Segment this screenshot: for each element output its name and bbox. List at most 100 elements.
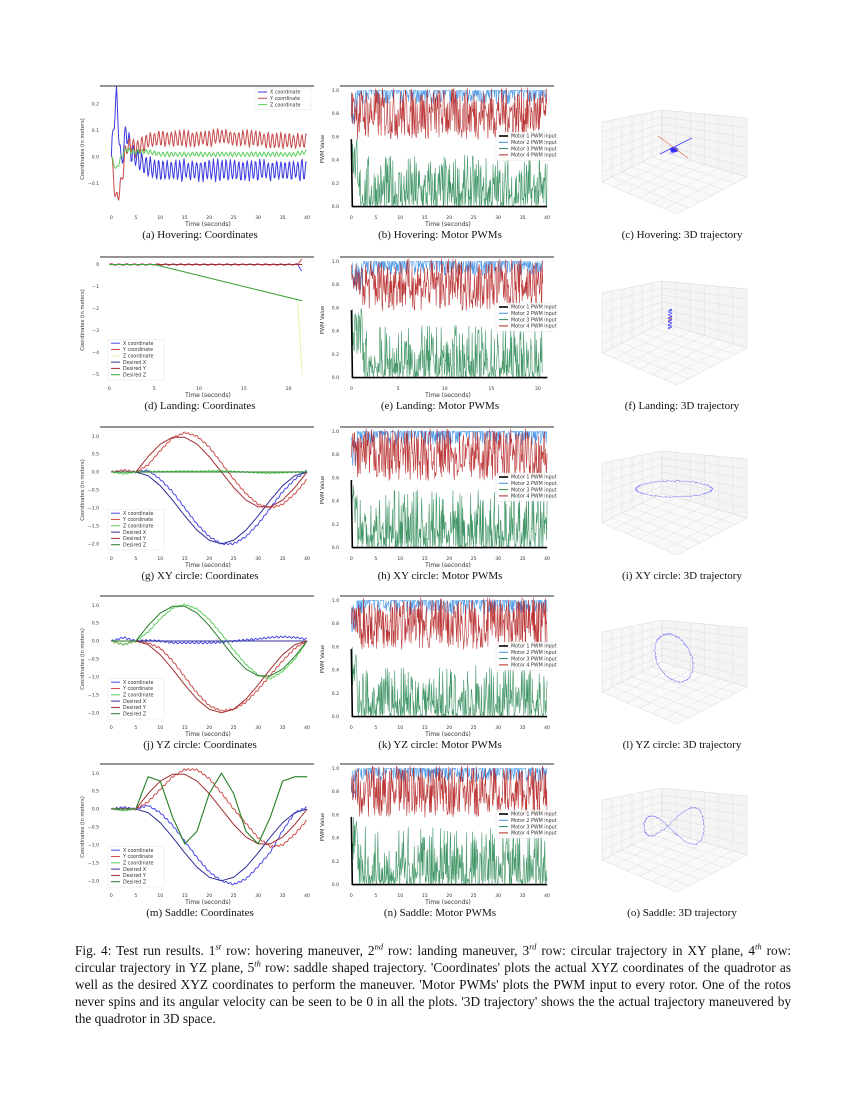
x-tick-label: 10 — [397, 556, 403, 562]
caption-superscript: nd — [374, 941, 384, 952]
x-tick-label: 20 — [535, 386, 541, 392]
legend-label: Y coordinate — [122, 347, 153, 353]
x-tick-label: 20 — [206, 556, 212, 562]
chart-panel: 0 5 10 15 20 25 30 35 40 −2.0 −1.5 −1.0 −0.5 0.0 0.5 1.… — [80, 592, 320, 762]
y-tick-label: 0.4 — [332, 668, 339, 674]
x-tick-label: 40 — [304, 556, 310, 562]
x-tick-label: 40 — [304, 215, 310, 221]
y-tick-label: −0.1 — [88, 181, 99, 187]
legend-label: Motor 4 PWM input — [511, 494, 557, 500]
y-tick-label: 0.0 — [92, 807, 99, 813]
legend-label: Desired Y — [123, 366, 146, 372]
x-tick-label: 15 — [422, 215, 428, 221]
series-line — [350, 649, 548, 718]
x-tick-label: 10 — [157, 215, 163, 221]
x-tick-label: 35 — [520, 215, 526, 221]
series-line — [110, 431, 308, 510]
y-tick-label: −1.0 — [88, 506, 99, 512]
series-line — [351, 87, 548, 140]
x-tick-label: 5 — [397, 386, 400, 392]
x-tick-label: 30 — [255, 893, 261, 899]
y-axis-label: PWM Value — [320, 645, 326, 674]
x-axis-label: Time (seconds) — [184, 562, 231, 569]
caption-text: row: circular trajectory in XY plane, 4 — [536, 943, 756, 959]
plot-3d — [601, 109, 748, 215]
figure-caption: Fig. 4: Test run results. 1st row: hover… — [75, 942, 791, 1027]
grid-line — [664, 850, 733, 887]
y-axis-label: PWM Value — [320, 135, 326, 164]
series-line — [111, 808, 308, 882]
x-tick-label: 5 — [374, 893, 377, 899]
x-tick-label: 15 — [182, 215, 188, 221]
y-tick-label: 0.8 — [332, 282, 339, 288]
x-axis-label: Time (seconds) — [424, 562, 471, 569]
legend-label: Z coordinate — [123, 861, 153, 867]
subfigure-caption: (j) YZ circle: Coordinates — [143, 739, 257, 751]
subfigure-caption: (h) XY circle: Motor PWMs — [377, 570, 503, 582]
x-tick-label: 15 — [422, 556, 428, 562]
legend-label: Desired X — [123, 867, 147, 873]
x-axis-label: Time (seconds) — [424, 392, 471, 399]
y-axis-label: Coordinates (in meters) — [80, 459, 86, 521]
x-tick-label: 15 — [182, 556, 188, 562]
x-tick-label: 20 — [446, 215, 452, 221]
legend-box — [107, 845, 165, 888]
red-axis-line — [657, 135, 689, 159]
y-axis-label: Coordinates (in meters) — [80, 289, 86, 351]
legend-label: Y coordinate — [122, 686, 153, 692]
series-line — [351, 89, 548, 125]
y-axis-label: Coordinates (in meters) — [80, 628, 86, 690]
y-tick-label: 0.4 — [332, 329, 339, 335]
series-line — [350, 139, 548, 208]
series-line — [111, 128, 308, 201]
subfigure-caption: (c) Hovering: 3D trajectory — [621, 229, 743, 241]
x-tick-label: 10 — [397, 215, 403, 221]
chart-panel: 0 5 10 15 20 25 30 35 40 −2.0 −1.5 −1.0 −0.5 0.0 0.5 1.… — [80, 760, 320, 930]
legend-label: Motor 4 PWM input — [511, 831, 557, 837]
line-chart: 0 5 10 15 20 25 30 35 40 0.0 0.2 0.4 0.6 0.8 1.0 Time (… — [320, 426, 557, 569]
y-tick-label: 0.8 — [332, 789, 339, 795]
subfigure-caption: (d) Landing: Coordinates — [144, 400, 256, 412]
x-tick-label: 5 — [374, 215, 377, 221]
legend-label: Desired X — [123, 360, 147, 366]
x-tick-label: 5 — [134, 893, 137, 899]
caption-text: row: circular trajectory in YZ plane, 5 — [75, 943, 791, 976]
legend-label: X coordinate — [123, 848, 153, 854]
y-tick-label: 1.0 — [92, 603, 99, 609]
chart-panel: 0 5 10 15 20 25 30 35 40 −0.1 0.0 0.1 0.2 Time (secon… — [80, 82, 320, 252]
y-tick-label: 0.0 — [332, 375, 339, 381]
y-tick-label: 0.2 — [332, 691, 339, 697]
caption-superscript: th — [254, 958, 261, 969]
legend-label: Motor 1 PWM input — [511, 812, 557, 818]
series-line — [111, 603, 308, 680]
subfigure-caption: (o) Saddle: 3D trajectory — [627, 907, 737, 919]
x-tick-label: 25 — [231, 215, 237, 221]
y-tick-label: −1.5 — [88, 860, 99, 866]
x-tick-label: 10 — [157, 725, 163, 731]
subfigure-caption: (b) Hovering: Motor PWMs — [378, 229, 502, 241]
x-tick-label: 15 — [182, 893, 188, 899]
x-tick-label: 40 — [544, 893, 550, 899]
line-chart: 0 5 10 15 20 25 30 35 40 −2.0 −1.5 −1.0 −0.5 0.0 0.5 1.… — [80, 426, 314, 569]
series-line — [111, 640, 308, 714]
x-tick-label: 20 — [446, 893, 452, 899]
y-tick-label: 0.5 — [92, 621, 99, 627]
x-axis-label: Time (seconds) — [184, 899, 231, 906]
y-tick-label: 0.5 — [92, 789, 99, 795]
legend-label: Motor 3 PWM input — [511, 146, 557, 152]
y-tick-label: 0.6 — [332, 305, 339, 311]
y-tick-label: −2 — [92, 306, 99, 312]
chart-panel: 0 5 10 15 20 25 30 35 40 −2.0 −1.5 −1.0 −0.5 0.0 0.5 1.… — [80, 423, 320, 593]
x-tick-label: 40 — [544, 215, 550, 221]
y-tick-label: 0.4 — [332, 499, 339, 505]
x-tick-label: 25 — [471, 725, 477, 731]
x-tick-label: 40 — [544, 725, 550, 731]
y-tick-label: 0.2 — [332, 859, 339, 865]
chart-panel: 0 5 10 15 20 25 30 35 40 0.0 0.2 0.4 0.6 0.8 1.0 Time (… — [320, 592, 560, 762]
subfigure-caption: (k) YZ circle: Motor PWMs — [378, 739, 502, 751]
series-line — [111, 772, 308, 845]
x-tick-label: 35 — [280, 556, 286, 562]
y-tick-label: 1.0 — [332, 429, 339, 435]
grid-line — [664, 682, 733, 719]
y-tick-label: 0.0 — [332, 204, 339, 210]
